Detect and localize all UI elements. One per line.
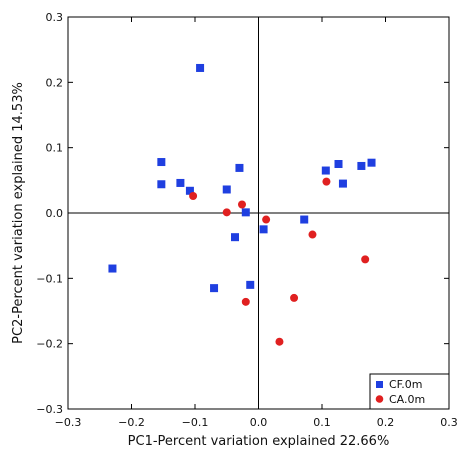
data-point-ca [275, 337, 284, 346]
data-point-cf [246, 280, 255, 289]
data-point-cf [334, 160, 343, 168]
reference-lines [68, 17, 449, 409]
y-axis-label: PC2-Percent variation explained 14.53% [11, 82, 26, 344]
data-point-cf [210, 284, 219, 293]
data-point-ca [322, 177, 331, 186]
data-point-cf [338, 179, 347, 188]
x-tick-label: 0.3 [440, 416, 458, 429]
data-point-ca [308, 230, 317, 239]
data-point-ca [241, 297, 250, 306]
y-tick-label: 0.0 [46, 207, 64, 220]
legend: CF.0m CA.0m [369, 373, 450, 410]
y-tick-label: −0.3 [36, 403, 63, 416]
data-point-cf [176, 178, 185, 187]
data-point-ca [361, 255, 370, 264]
legend-label-cf: CF.0m [389, 378, 422, 391]
data-point-cf [357, 161, 366, 170]
x-tick-label: 0.1 [313, 416, 331, 429]
legend-marker-ca [375, 395, 384, 403]
data-point-cf [241, 208, 250, 217]
y-tick-label: −0.1 [36, 272, 63, 285]
x-tick-label: −0.1 [182, 416, 209, 429]
x-tick-label: 0.0 [250, 416, 268, 429]
x-tick-label: −0.2 [118, 416, 145, 429]
data-point-cf [157, 180, 166, 189]
data-point-ca [189, 192, 198, 201]
y-tick-label: 0.3 [46, 11, 64, 24]
y-tick-label: 0.1 [46, 142, 64, 155]
y-tick-label: 0.2 [46, 76, 64, 89]
data-point-cf [235, 163, 244, 172]
legend-box [369, 373, 450, 410]
data-point-cf [367, 158, 376, 167]
x-tick-label: −0.3 [55, 416, 82, 429]
x-axis-label: PC1-Percent variation explained 22.66% [128, 434, 390, 449]
data-point-cf [196, 63, 205, 72]
x-tick-label: 0.2 [377, 416, 395, 429]
axis-ticks: −0.3 −0.2 −0.1 0.0 0.1 0.2 0.3 −0.3 −0.2 −0.1 0.0 0… [36, 11, 457, 429]
data-point-cf [222, 185, 231, 194]
data-point-ca [262, 215, 271, 224]
data-point-cf [321, 166, 330, 175]
legend-label-ca: CA.0m [389, 393, 425, 406]
data-point-cf [259, 225, 268, 234]
data-point-cf [185, 186, 194, 195]
data-point-ca [237, 200, 246, 209]
data-point-ca [222, 208, 231, 217]
y-tick-label: −0.2 [36, 338, 63, 351]
data-point-cf [300, 215, 309, 224]
data-point-ca [290, 293, 299, 302]
data-point-cf [108, 264, 117, 273]
data-point-cf [157, 158, 166, 167]
data-point-cf [231, 233, 240, 242]
legend-marker-cf [376, 381, 383, 388]
data-points [108, 63, 376, 346]
